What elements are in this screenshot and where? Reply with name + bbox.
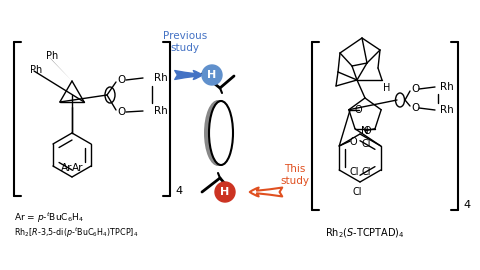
Ellipse shape: [209, 101, 233, 165]
Text: H: H: [384, 83, 391, 93]
Text: Rh: Rh: [440, 82, 454, 92]
Text: Ph: Ph: [30, 65, 42, 75]
Text: Ph: Ph: [46, 51, 58, 61]
Text: 4: 4: [175, 186, 182, 196]
Text: O: O: [118, 107, 126, 117]
Text: Rh$_2$[$R$-3,5-di($p$-$^t$BuC$_6$H$_4$)TPCP]$_4$: Rh$_2$[$R$-3,5-di($p$-$^t$BuC$_6$H$_4$)T…: [14, 226, 138, 240]
Text: H: H: [207, 70, 216, 80]
Text: This
study: This study: [280, 164, 310, 186]
Text: Rh: Rh: [154, 73, 168, 83]
Text: Ar: Ar: [72, 163, 83, 173]
Text: O: O: [363, 126, 371, 136]
Circle shape: [215, 182, 235, 202]
Text: O: O: [354, 105, 361, 115]
Text: O: O: [411, 84, 419, 94]
Text: Rh: Rh: [154, 106, 168, 116]
Text: Ar: Ar: [61, 163, 72, 173]
Text: O: O: [349, 137, 357, 147]
Text: O: O: [411, 103, 419, 113]
Text: Cl: Cl: [349, 167, 359, 177]
Polygon shape: [48, 56, 72, 81]
Text: Rh$_2$($S$-TCPTAD)$_4$: Rh$_2$($S$-TCPTAD)$_4$: [325, 226, 405, 240]
Text: Cl: Cl: [361, 167, 371, 177]
Text: Ar = $p$-$^t$BuC$_6$H$_4$: Ar = $p$-$^t$BuC$_6$H$_4$: [14, 211, 84, 225]
Text: Rh: Rh: [440, 105, 454, 115]
Text: O: O: [118, 75, 126, 85]
Text: H: H: [220, 187, 229, 197]
Text: N: N: [361, 126, 369, 136]
Ellipse shape: [204, 100, 232, 166]
Text: Previous
study: Previous study: [163, 31, 207, 53]
Text: Cl: Cl: [361, 139, 371, 149]
Text: 4: 4: [463, 200, 470, 210]
Text: Cl: Cl: [352, 187, 362, 197]
Circle shape: [202, 65, 222, 85]
